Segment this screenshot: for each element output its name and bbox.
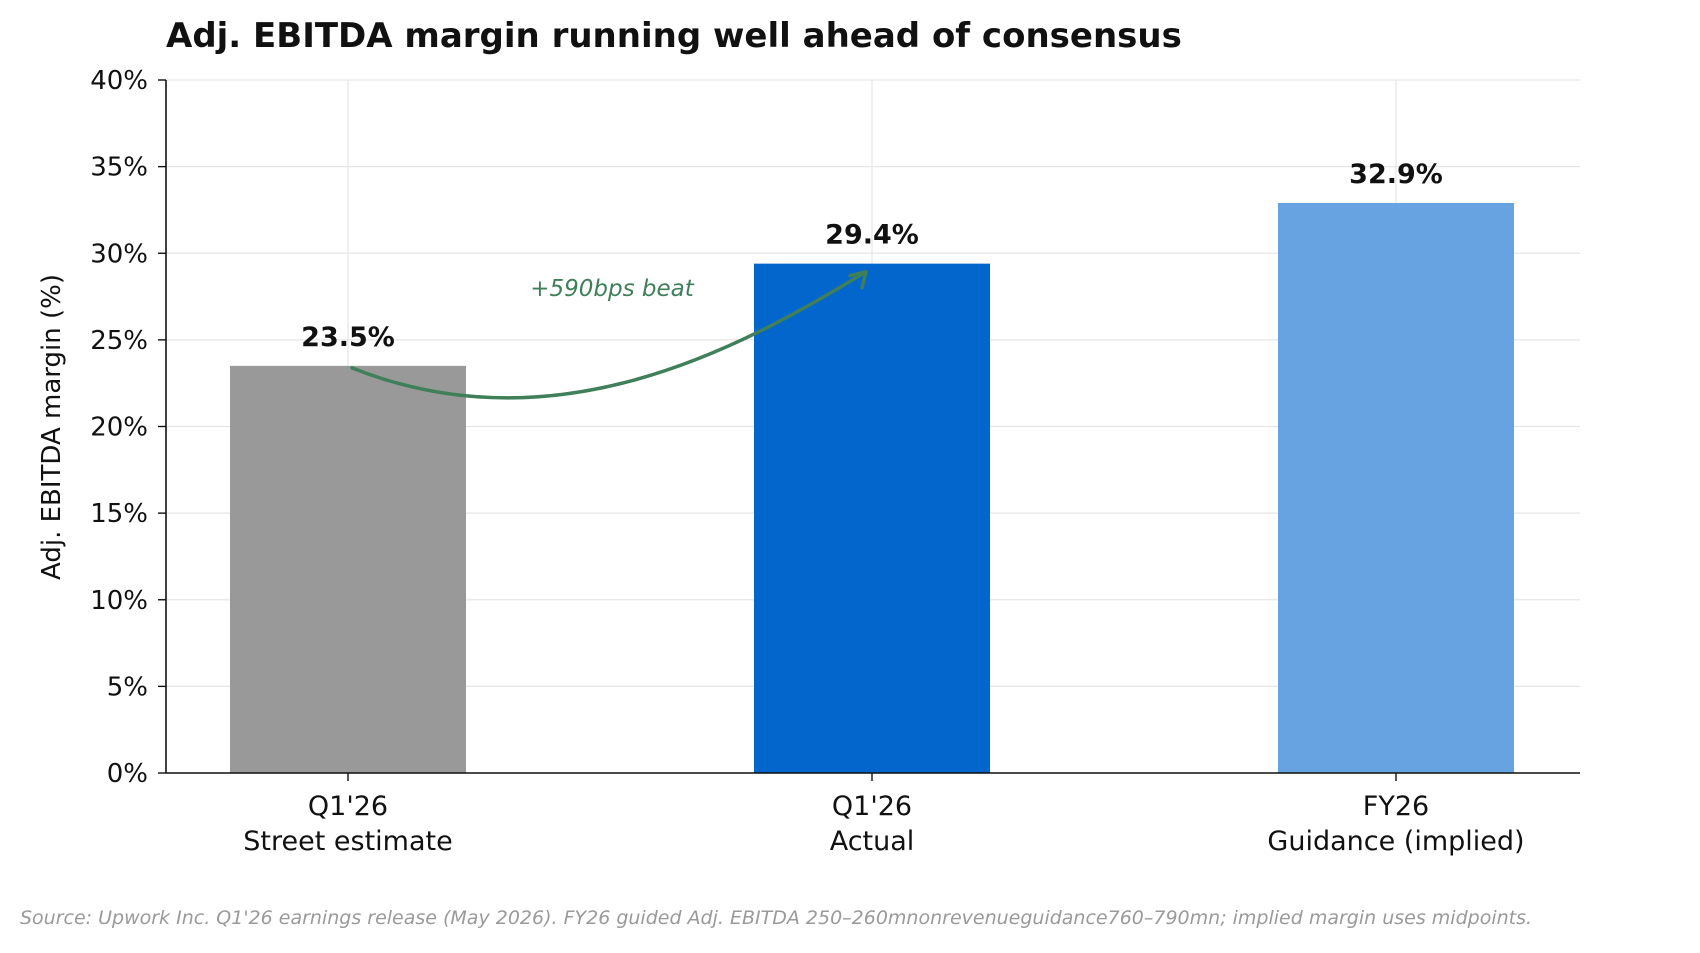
beat-annotation: +590bps beat (350, 269, 868, 400)
axes (158, 79, 1580, 781)
y-tick-labels: 0% 5% 10% 15% 20% 25% 30% 35% 40% (90, 66, 148, 789)
y-tick-label-8: 40% (90, 66, 148, 96)
y-tick-label-2: 10% (90, 586, 148, 616)
y-tick-label-7: 35% (90, 153, 148, 183)
value-label-0: 23.5% (301, 322, 395, 353)
y-tick-label-4: 20% (90, 413, 148, 443)
value-label-1: 29.4% (825, 220, 919, 251)
bars (230, 203, 1514, 773)
annotation-arrowhead (848, 269, 868, 290)
x-tick-label-2-line1: FY26 (1363, 791, 1429, 822)
x-tick-label-0-line1: Q1'26 (308, 791, 388, 822)
bar-0 (230, 365, 466, 773)
y-tick-label-6: 30% (90, 239, 148, 269)
x-tick-label-0-line2: Street estimate (243, 826, 452, 857)
x-tick-label-2-line2: Guidance (implied) (1267, 826, 1524, 857)
y-tick-label-1: 5% (107, 672, 148, 702)
source-note: Source: Upwork Inc. Q1'26 earnings relea… (20, 907, 1532, 929)
x-tick-labels: Q1'26 Street estimate Q1'26 Actual FY26 Guida… (243, 791, 1524, 857)
y-tick-label-5: 25% (90, 326, 148, 356)
y-axis-label: Adj. EBITDA margin (%) (37, 274, 67, 580)
y-tick-label-0: 0% (107, 759, 148, 789)
chart-title: Adj. EBITDA margin running well ahead of… (166, 16, 1182, 56)
annotation-text: +590bps beat (530, 276, 695, 302)
x-tick-label-1-line1: Q1'26 (832, 791, 912, 822)
bar-1 (754, 263, 990, 773)
bar-2 (1278, 203, 1514, 773)
y-tick-label-3: 15% (90, 499, 148, 529)
value-label-2: 32.9% (1349, 159, 1443, 190)
annotation-arrow (350, 269, 868, 400)
value-labels: 23.5% 29.4% 32.9% (301, 159, 1443, 353)
x-tick-label-1-line2: Actual (830, 826, 915, 857)
